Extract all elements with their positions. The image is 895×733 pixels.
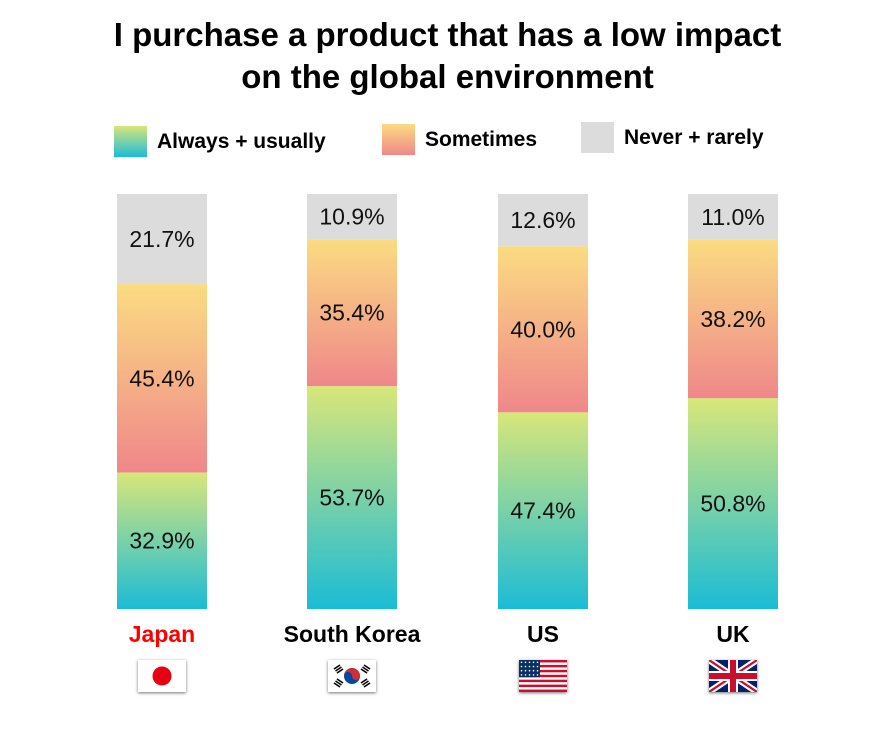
bar-japan-never-rarely	[117, 194, 207, 285]
chart-title-line-1: I purchase a product that has a low impa…	[113, 16, 782, 53]
bar-uk-sometimes	[688, 239, 778, 399]
bar-japan-sometimes	[117, 284, 207, 473]
legend-item-never-rarely: Never + rarely	[581, 122, 764, 153]
category-label-uk: UK	[716, 621, 750, 647]
legend-label-always-usually: Always + usually	[157, 129, 326, 153]
legend-swatch-sometimes	[382, 124, 415, 155]
value-label-south-korea-never-rarely: 10.9%	[319, 204, 384, 230]
value-label-us-always-usually: 47.4%	[510, 498, 575, 524]
legend-swatch-always-usually	[114, 126, 147, 157]
value-label-us-never-rarely: 12.6%	[510, 207, 575, 233]
legend-item-always-usually: Always + usually	[114, 126, 326, 157]
bar-us-never-rarely	[498, 194, 588, 247]
category-label-us: US	[527, 621, 559, 647]
value-label-south-korea-always-usually: 53.7%	[319, 485, 384, 511]
us-flag-icon	[519, 660, 567, 692]
uk-flag-icon	[707, 657, 759, 695]
value-label-south-korea-sometimes: 35.4%	[319, 300, 384, 326]
legend-item-sometimes: Sometimes	[382, 124, 537, 155]
legend-label-sometimes: Sometimes	[425, 127, 538, 151]
bar-japan-always-usually	[117, 472, 207, 609]
japan-flag-icon	[138, 660, 186, 692]
legend-label-never-rarely: Never + rarely	[624, 125, 764, 149]
value-label-japan-sometimes: 45.4%	[129, 365, 194, 391]
chart-title-line-2: on the global environment	[241, 58, 654, 95]
south-korea-flag-icon	[328, 660, 376, 692]
bar-us-sometimes	[498, 246, 588, 413]
value-label-us-sometimes: 40.0%	[510, 316, 575, 342]
value-label-uk-never-rarely: 11.0%	[701, 204, 765, 230]
value-label-uk-always-usually: 50.8%	[700, 491, 765, 517]
legend: Always + usually Sometimes Never + rarel…	[0, 122, 895, 163]
legend-swatch-never-rarely	[581, 122, 614, 153]
bar-us-always-usually	[498, 412, 588, 609]
bar-south-korea-sometimes	[307, 239, 397, 387]
bars-group: 32.9% 45.4% 21.7% Japan 53.7% 35.4% 10.9% South…	[117, 194, 778, 647]
value-label-japan-always-usually: 32.9%	[129, 528, 194, 554]
value-label-japan-never-rarely: 21.7%	[129, 226, 194, 252]
bar-south-korea-never-rarely	[307, 194, 397, 240]
bar-uk-never-rarely	[688, 194, 778, 240]
bar-uk-always-usually	[688, 398, 778, 609]
category-label-japan: Japan	[129, 621, 195, 647]
chart-title: I purchase a product that has a low impa…	[0, 14, 895, 98]
category-label-south-korea: South Korea	[284, 621, 421, 647]
value-label-uk-sometimes: 38.2%	[700, 306, 765, 332]
bar-south-korea-always-usually	[307, 386, 397, 609]
